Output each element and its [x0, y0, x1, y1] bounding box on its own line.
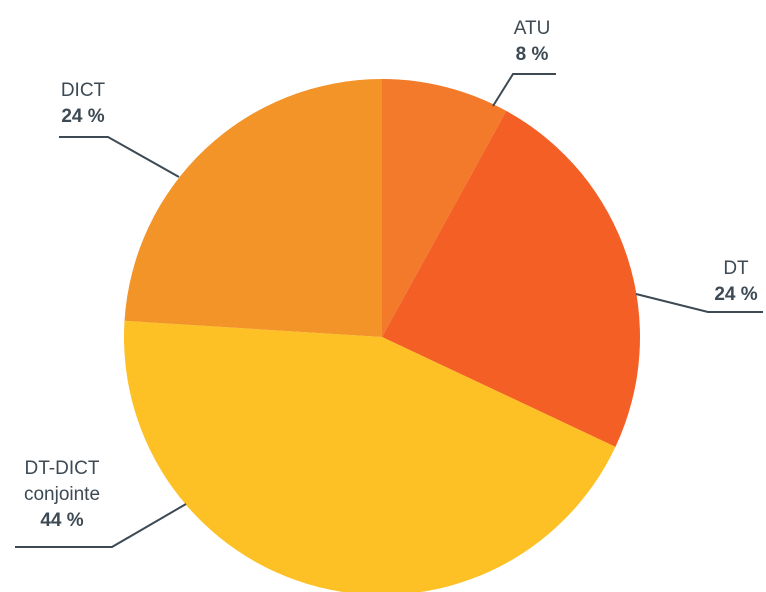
leader-line [492, 73, 556, 107]
slice-label: DICT 24 % [35, 78, 131, 130]
pie-slice [382, 110, 640, 447]
leader-line [15, 503, 187, 548]
pie-slice [382, 79, 507, 337]
category-label: DICT [60, 80, 106, 101]
leader-line [59, 136, 180, 178]
leader-line [635, 293, 763, 313]
value-label: 44 % [40, 510, 84, 531]
category-label: DT-DICT conjointe [23, 458, 101, 505]
category-label: ATU [513, 18, 551, 39]
pie-slice [124, 79, 383, 337]
value-label: 8 % [515, 44, 549, 65]
slice-label: ATU 8 % [484, 16, 580, 68]
slice-label: DT-DICT conjointe 44 % [14, 456, 110, 534]
category-label: DT [723, 258, 749, 279]
value-label: 24 % [61, 106, 105, 127]
slice-label: DT 24 % [688, 256, 766, 308]
pie-slice [124, 320, 616, 592]
value-label: 24 % [714, 284, 758, 305]
